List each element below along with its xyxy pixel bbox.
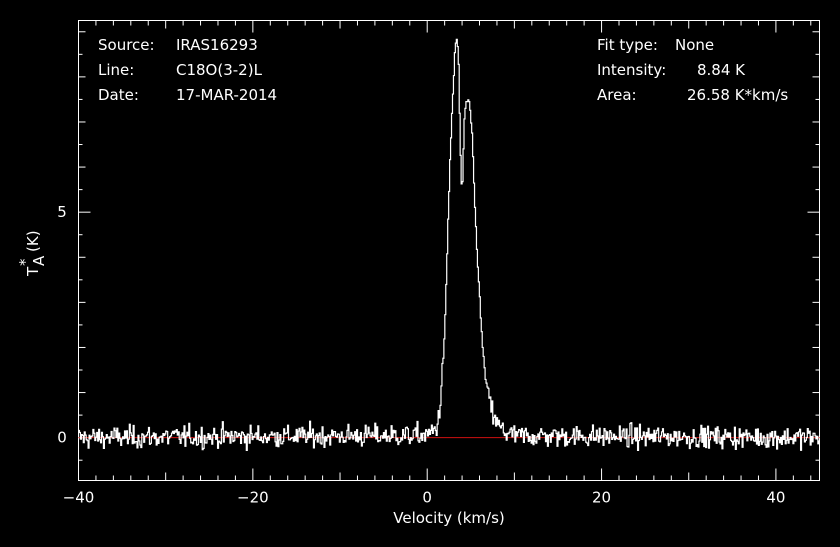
x-tick-label: −20 [237, 489, 269, 507]
fit-type-label: Fit type: [597, 36, 658, 54]
fit-type-value: None [675, 36, 714, 54]
y-axis-label-star: * [16, 258, 34, 266]
date-label: Date: [98, 86, 139, 104]
x-tick-label: 0 [422, 489, 432, 507]
plot-frame [78, 20, 820, 481]
spectrum-series-line [78, 38, 820, 452]
y-tick-label: 0 [57, 429, 67, 447]
x-axis-ticks: −40 −20 0 20 40 [63, 20, 812, 507]
y-axis-label-unit: (K) [24, 230, 42, 252]
y-tick-label: 5 [57, 203, 67, 221]
line-label: Line: [98, 61, 134, 79]
x-tick-label: 20 [592, 489, 611, 507]
x-tick-label: −40 [63, 489, 95, 507]
y-axis-label-sub: A [30, 255, 48, 266]
header-info: Source: IRAS16293 Line: C18O(3-2)L Date:… [98, 36, 788, 104]
date-value: 17-MAR-2014 [176, 86, 277, 104]
source-value: IRAS16293 [176, 36, 258, 54]
intensity-value: 8.84 K [697, 61, 746, 79]
y-axis-ticks: 05 [57, 31, 820, 461]
source-label: Source: [98, 36, 155, 54]
line-value: C18O(3-2)L [176, 61, 263, 79]
x-axis-label: Velocity (km/s) [393, 509, 504, 527]
area-value: 26.58 K*km/s [687, 86, 788, 104]
area-label: Area: [597, 86, 637, 104]
y-axis-label: T * A (K) [16, 230, 48, 277]
intensity-label: Intensity: [597, 61, 666, 79]
y-axis-label-t: T [24, 266, 42, 277]
x-tick-label: 40 [766, 489, 785, 507]
